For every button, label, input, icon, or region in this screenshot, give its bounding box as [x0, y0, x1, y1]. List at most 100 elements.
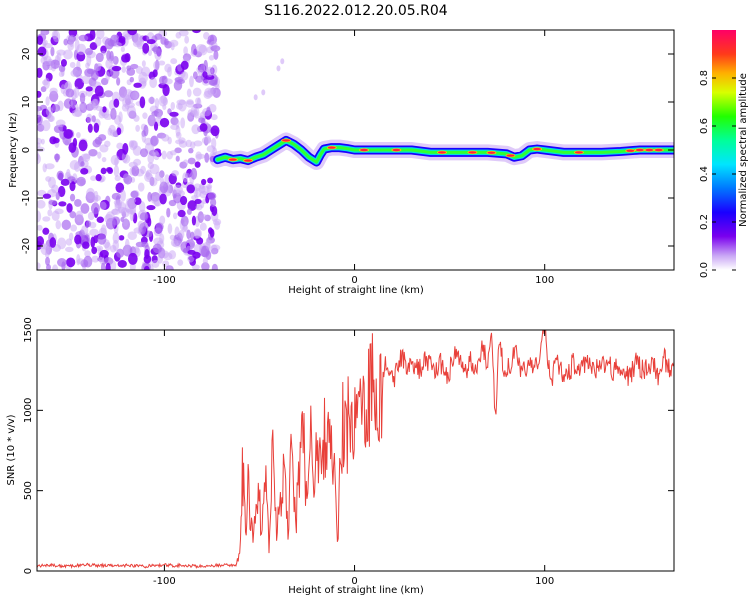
ridge-peak — [468, 151, 477, 154]
noise-blob — [118, 36, 126, 44]
noise-blob — [91, 115, 96, 123]
noise-blob — [149, 177, 158, 187]
noise-blob — [47, 209, 53, 217]
noise-blob — [150, 135, 159, 147]
noise-blob — [184, 35, 190, 44]
noise-blob — [187, 254, 195, 263]
noise-blob — [37, 35, 44, 46]
noise-blob — [80, 161, 85, 167]
noise-blob — [147, 191, 152, 202]
noise-blob — [207, 88, 218, 96]
noise-blob — [133, 227, 143, 234]
noise-blob — [70, 69, 81, 78]
noise-blob — [129, 76, 135, 83]
noise-blob — [170, 124, 180, 130]
noise-blob — [169, 111, 179, 117]
noise-blob — [159, 193, 167, 205]
noise-blob — [41, 119, 51, 132]
noise-blob — [114, 202, 123, 209]
noise-blob — [122, 142, 129, 155]
noise-blob — [46, 264, 51, 270]
noise-blob — [137, 220, 145, 229]
noise-blob — [78, 34, 89, 42]
noise-blob — [88, 148, 98, 157]
noise-blob — [175, 31, 182, 39]
noise-blob — [50, 46, 55, 57]
noise-blob — [116, 77, 121, 86]
noise-blob — [214, 220, 221, 230]
noise-blob — [63, 98, 74, 109]
noise-blob — [58, 71, 65, 78]
noise-blob — [190, 105, 198, 117]
noise-blob — [133, 33, 143, 46]
noise-blob — [96, 30, 105, 40]
noise-blob — [167, 223, 173, 234]
noise-blob — [51, 104, 61, 112]
ridge-peak — [654, 148, 663, 152]
spectrogram-content — [37, 30, 674, 270]
noise-blob — [146, 39, 156, 45]
noise-blob — [106, 50, 111, 61]
noise-blob — [210, 45, 221, 52]
noise-blob — [113, 165, 120, 177]
noise-blob — [81, 225, 89, 236]
noise-blob — [151, 46, 162, 53]
noise-blob — [138, 71, 148, 84]
noise-blob — [116, 127, 122, 136]
noise-blob — [189, 231, 195, 241]
noise-blob — [173, 192, 182, 204]
colorbar-tick-label: 0.8 — [699, 70, 710, 86]
noise-blob — [172, 212, 178, 220]
noise-blob — [57, 237, 67, 250]
noise-blob — [121, 54, 130, 63]
noise-blob — [42, 227, 50, 235]
noise-blob — [186, 208, 192, 215]
noise-blob — [196, 237, 204, 245]
noise-blob — [84, 48, 93, 56]
noise-blob — [83, 255, 93, 268]
noise-blob — [110, 107, 117, 120]
noise-blob — [41, 30, 47, 39]
noise-blob — [90, 70, 99, 81]
noise-blob — [117, 259, 127, 268]
noise-blob — [89, 228, 99, 237]
noise-blob — [131, 165, 140, 177]
noise-blob — [206, 184, 212, 195]
ridge-peak — [438, 151, 447, 154]
noise-blob — [90, 202, 100, 215]
noise-blob — [170, 238, 179, 247]
noise-blob — [63, 38, 69, 46]
noise-blob — [192, 87, 202, 97]
ridge-peak — [574, 151, 583, 154]
noise-blob — [75, 210, 84, 223]
noise-blob — [57, 258, 67, 267]
noise-blob — [191, 215, 197, 226]
colorbar-tick-label: 0.4 — [699, 166, 710, 182]
noise-blob — [166, 150, 173, 160]
noise-blob — [76, 131, 81, 139]
noise-blob — [103, 90, 114, 98]
noise-blob — [52, 137, 60, 144]
noise-blob — [52, 30, 61, 43]
noise-blob — [43, 43, 53, 49]
noise-blob — [204, 135, 212, 144]
noise-blob — [111, 65, 122, 72]
noise-blob — [171, 170, 179, 177]
noise-blob — [104, 213, 114, 224]
noise-blob — [80, 203, 90, 214]
noise-blob — [55, 220, 62, 230]
noise-blob — [176, 99, 186, 106]
noise-blob — [119, 95, 125, 102]
noise-blob — [105, 58, 113, 69]
noise-blob — [105, 71, 110, 82]
noise-blob — [276, 65, 281, 72]
spectrogram-y-label: Frequency (Hz) — [8, 112, 19, 188]
noise-blob — [207, 192, 217, 200]
noise-blob — [74, 234, 82, 245]
noise-blob — [130, 63, 139, 70]
noise-blob — [100, 167, 107, 175]
noise-blob — [161, 150, 167, 160]
noise-blob — [153, 121, 159, 131]
ridge-peak — [244, 159, 253, 162]
